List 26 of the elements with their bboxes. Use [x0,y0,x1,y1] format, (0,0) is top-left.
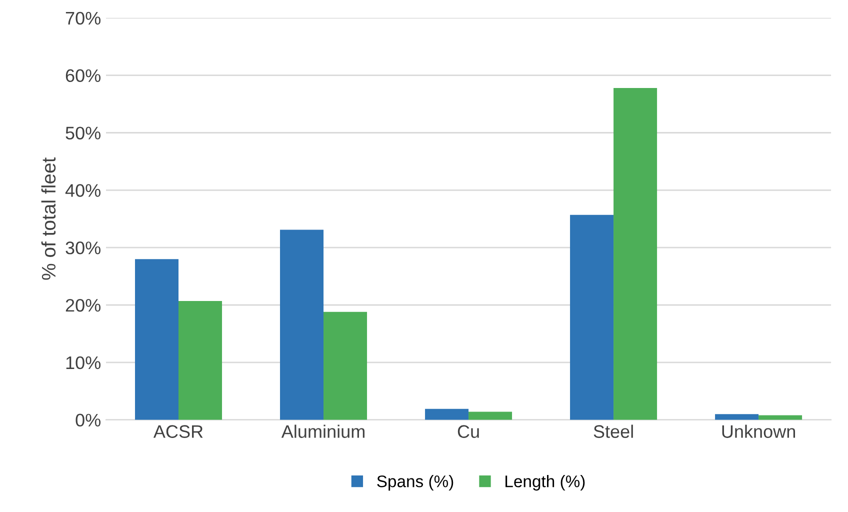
y-tick-label: 40% [65,184,100,197]
y-tick-label: 50% [66,126,100,140]
bar [425,408,469,420]
y-tick-label: 20% [66,298,100,312]
x-tick-label: Unknown [722,424,795,438]
y-tick-label: 0% [76,414,100,427]
bar [715,414,759,420]
y-axis-title: % of total fleet [41,157,56,280]
legend-label: Length (%) [506,475,585,491]
y-tick-label: 30% [66,242,100,254]
y-tick-label: 10% [66,356,100,370]
bar [758,415,802,420]
bar [324,312,368,420]
x-tick-label: Aluminium [281,424,364,438]
legend-label: Spans (%) [377,475,454,491]
bar [135,259,179,420]
y-tick-label: 70% [66,12,100,25]
bar [468,412,512,420]
bar [570,214,614,420]
bar [280,230,324,420]
x-tick-label: Cu [458,425,479,438]
x-tick-label: ACSR [153,425,203,438]
bar [178,300,222,420]
y-tick-label: 60% [66,69,100,82]
bar [614,88,658,420]
x-tick-label: Steel [594,424,633,438]
